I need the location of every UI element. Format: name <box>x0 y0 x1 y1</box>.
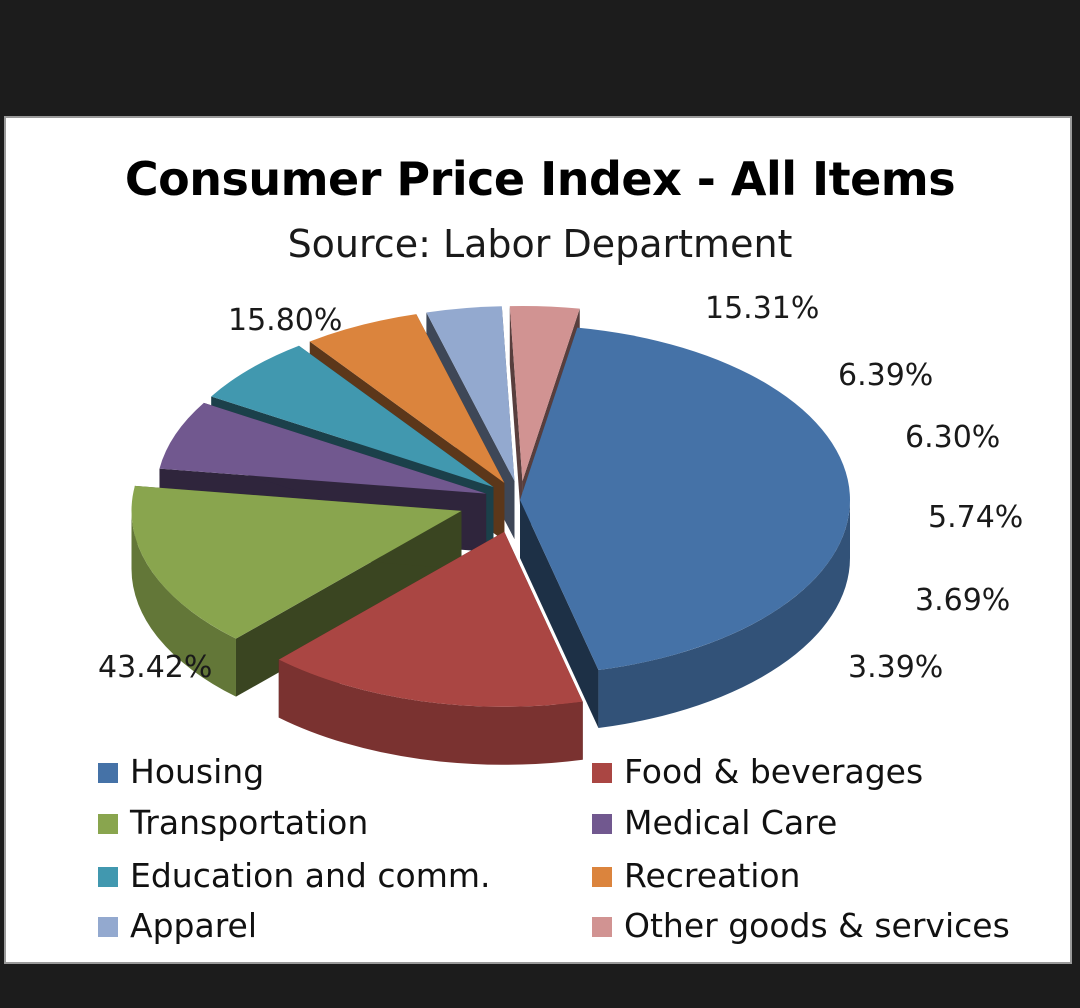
pie-slice <box>520 327 851 728</box>
pie-slice-top <box>211 345 494 488</box>
pie-slice-wall <box>598 500 850 728</box>
pie-slice-top <box>509 305 580 481</box>
legend-swatch <box>592 917 612 937</box>
pie-slice-top <box>159 402 487 494</box>
legend-label: Education and comm. <box>130 856 491 895</box>
pie-slice-wall <box>278 659 583 765</box>
legend-label: Apparel <box>130 906 258 945</box>
slice-percent-label: 3.39% <box>848 650 943 685</box>
legend-swatch <box>98 867 118 887</box>
slice-percent-label: 5.74% <box>928 500 1023 535</box>
slice-percent-label: 43.42% <box>98 650 212 685</box>
pie-slice <box>278 531 583 765</box>
chart-subtitle: Source: Labor Department <box>287 222 793 266</box>
slice-percent-label: 6.39% <box>838 358 933 393</box>
pie-slice-top <box>426 306 515 482</box>
legend-swatch <box>98 917 118 937</box>
legend-label: Medical Care <box>624 803 838 842</box>
bottom-black-bar <box>0 970 1080 1008</box>
legend-swatch <box>592 763 612 783</box>
slice-percent-label: 15.80% <box>228 303 342 338</box>
slice-percent-label: 3.69% <box>915 583 1010 618</box>
legend-label: Housing <box>130 752 265 791</box>
legend-label: Other goods & services <box>624 906 1010 945</box>
pie-slice-wall <box>131 510 236 697</box>
pie-slice-side <box>520 500 599 728</box>
legend-swatch <box>592 867 612 887</box>
pie-slice-top <box>131 485 462 639</box>
top-black-bar <box>0 0 1080 108</box>
slice-percent-label: 6.30% <box>905 420 1000 455</box>
chart-title: Consumer Price Index - All Items <box>124 152 956 206</box>
pie-slice <box>131 485 462 697</box>
legend-label: Transportation <box>130 803 369 842</box>
legend-swatch <box>98 763 118 783</box>
pie-slice-top <box>520 327 851 670</box>
pie-slice-top <box>309 314 505 483</box>
pie-slice-side <box>509 306 523 539</box>
pie-slice-top <box>278 531 583 707</box>
legend-swatch <box>98 814 118 834</box>
legend-label: Recreation <box>624 856 801 895</box>
slice-percent-label: 15.31% <box>705 291 819 326</box>
legend-swatch <box>592 814 612 834</box>
legend-label: Food & beverages <box>624 752 924 791</box>
